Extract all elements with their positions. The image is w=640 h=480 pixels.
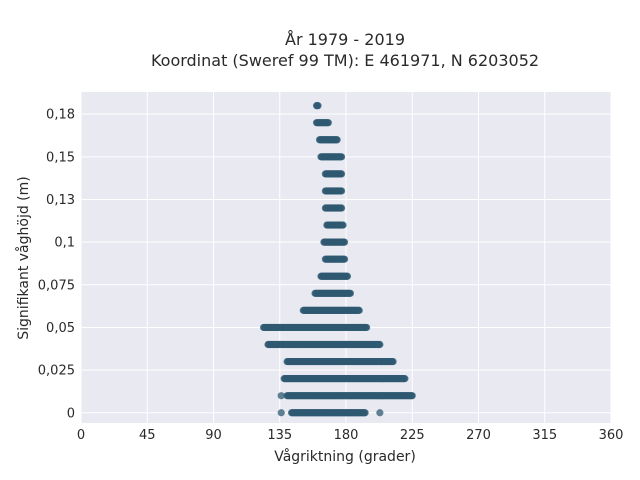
data-point [337, 204, 346, 212]
data-point [343, 272, 352, 280]
x-tick-label: 270 [466, 428, 491, 443]
data-point [401, 375, 409, 383]
data-point [337, 170, 346, 178]
y-axis-label: Signifikant våghöjd (m) [15, 176, 32, 339]
data-point [340, 255, 349, 263]
chart-title-line2: Koordinat (Sweref 99 TM): E 461971, N 62… [151, 51, 539, 70]
x-tick-labels: 0 45 90 135 180 225 270 315 360 [77, 428, 624, 443]
x-tick-label: 180 [334, 428, 359, 443]
y-tick-label: 0,1 [54, 236, 75, 251]
data-point [376, 409, 384, 417]
y-tick-label: 0,18 [46, 108, 75, 123]
data-point [361, 409, 369, 417]
y-tick-labels: 0 0,025 0,05 0,075 0,1 0,13 0,15 0,18 [38, 108, 75, 422]
data-point [337, 153, 346, 161]
data-point [277, 409, 285, 417]
data-point [277, 392, 285, 400]
chart-title-line1: År 1979 - 2019 [285, 30, 405, 49]
y-tick-label: 0,15 [46, 150, 75, 165]
y-tick-label: 0 [67, 406, 75, 421]
x-tick-label: 90 [205, 428, 222, 443]
x-tick-label: 135 [267, 428, 292, 443]
data-point [346, 289, 355, 297]
data-point [324, 119, 332, 127]
data-point [340, 238, 349, 246]
data-point [314, 102, 322, 110]
y-tick-label: 0,05 [46, 321, 75, 336]
data-point [408, 392, 416, 400]
data-point [337, 187, 346, 195]
data-point [333, 136, 341, 144]
y-tick-label: 0,075 [38, 278, 75, 293]
x-tick-label: 360 [599, 428, 624, 443]
y-tick-label: 0,025 [38, 364, 75, 379]
x-axis-label: Vågriktning (grader) [274, 448, 416, 465]
x-tick-label: 225 [400, 428, 425, 443]
y-tick-label: 0,13 [46, 193, 75, 208]
data-point [355, 306, 363, 314]
x-tick-label: 0 [77, 428, 85, 443]
x-tick-label: 315 [532, 428, 557, 443]
data-point [363, 323, 371, 332]
x-tick-label: 45 [139, 428, 156, 443]
data-point [389, 357, 397, 366]
data-point [339, 221, 347, 229]
data-point [376, 340, 384, 349]
data-points [259, 102, 416, 417]
